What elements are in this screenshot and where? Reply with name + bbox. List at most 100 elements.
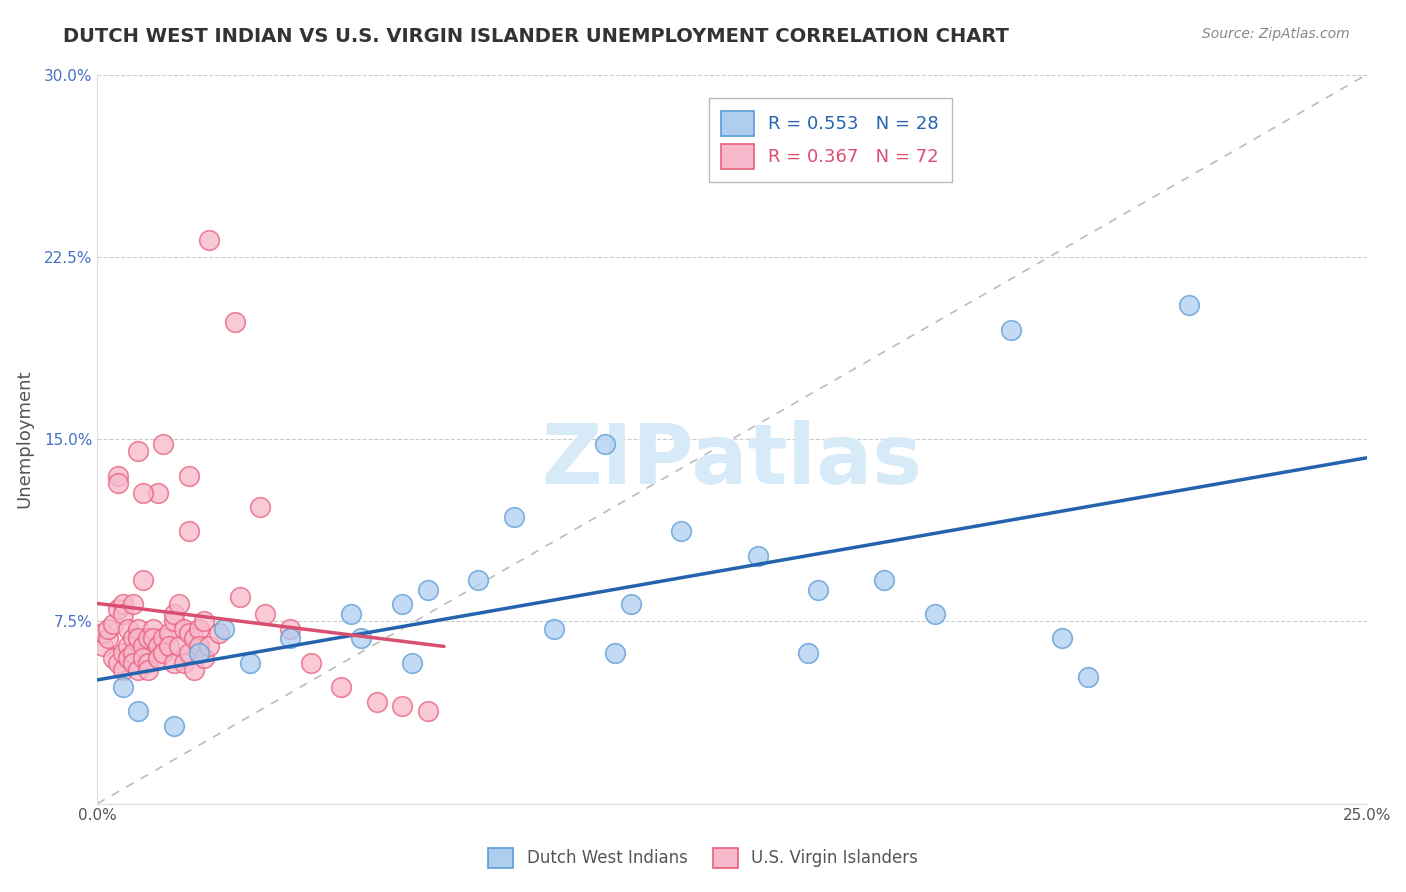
Point	[228, 590, 250, 604]
Point	[152, 646, 174, 660]
Point	[280, 632, 302, 646]
Point	[152, 632, 174, 646]
Point	[198, 233, 221, 247]
Point	[132, 650, 155, 665]
Point	[350, 632, 373, 646]
Point	[198, 639, 221, 653]
Point	[224, 315, 246, 329]
Point	[97, 622, 120, 636]
Point	[208, 626, 231, 640]
Point	[148, 650, 170, 665]
Text: DUTCH WEST INDIAN VS U.S. VIRGIN ISLANDER UNEMPLOYMENT CORRELATION CHART: DUTCH WEST INDIAN VS U.S. VIRGIN ISLANDE…	[63, 27, 1010, 45]
Point	[797, 646, 820, 660]
Point	[193, 650, 215, 665]
Point	[253, 607, 276, 621]
Point	[157, 626, 180, 640]
Point	[117, 639, 139, 653]
Point	[136, 656, 159, 670]
Point	[1000, 323, 1022, 337]
Point	[162, 719, 184, 733]
Point	[177, 646, 200, 660]
Point	[111, 607, 134, 621]
Point	[188, 622, 211, 636]
Point	[111, 646, 134, 660]
Point	[593, 437, 616, 451]
Text: Source: ZipAtlas.com: Source: ZipAtlas.com	[1202, 27, 1350, 41]
Point	[127, 444, 149, 458]
Point	[299, 656, 322, 670]
Point	[416, 582, 439, 597]
Point	[188, 646, 211, 660]
Point	[173, 622, 195, 636]
Point	[148, 485, 170, 500]
Point	[122, 656, 145, 670]
Point	[162, 615, 184, 629]
Point	[401, 656, 423, 670]
Point	[157, 639, 180, 653]
Point	[807, 582, 830, 597]
Point	[747, 549, 769, 563]
Point	[162, 607, 184, 621]
Point	[111, 680, 134, 694]
Point	[148, 639, 170, 653]
Point	[101, 616, 124, 631]
Point	[107, 475, 129, 490]
Point	[152, 437, 174, 451]
Point	[142, 622, 165, 636]
Point	[136, 632, 159, 646]
Point	[1077, 670, 1099, 684]
Point	[122, 598, 145, 612]
Point	[167, 639, 190, 653]
Point	[193, 615, 215, 629]
Legend: Dutch West Indians, U.S. Virgin Islanders: Dutch West Indians, U.S. Virgin Islander…	[482, 841, 924, 875]
Point	[127, 663, 149, 677]
Point	[188, 639, 211, 653]
Point	[366, 694, 388, 708]
Point	[620, 598, 643, 612]
Point	[122, 632, 145, 646]
Point	[107, 468, 129, 483]
Point	[117, 650, 139, 665]
Point	[132, 573, 155, 587]
Point	[136, 663, 159, 677]
Point	[280, 622, 302, 636]
Text: ZIPatlas: ZIPatlas	[541, 420, 922, 501]
Point	[122, 646, 145, 660]
Point	[605, 646, 627, 660]
Point	[173, 656, 195, 670]
Point	[924, 607, 946, 621]
Point	[132, 639, 155, 653]
Point	[249, 500, 271, 515]
Point	[167, 598, 190, 612]
Point	[214, 622, 236, 636]
Point	[183, 632, 205, 646]
Point	[183, 663, 205, 677]
Point	[543, 622, 565, 636]
Point	[142, 632, 165, 646]
Point	[177, 626, 200, 640]
Point	[97, 632, 120, 646]
Point	[107, 656, 129, 670]
Point	[117, 622, 139, 636]
Point	[127, 622, 149, 636]
Point	[467, 573, 489, 587]
Point	[330, 680, 353, 694]
Point	[340, 607, 363, 621]
Point	[239, 656, 262, 670]
Point	[111, 663, 134, 677]
Point	[162, 656, 184, 670]
Point	[91, 639, 114, 653]
Point	[671, 524, 693, 539]
Point	[177, 468, 200, 483]
Point	[1178, 298, 1201, 312]
Legend: R = 0.553   N = 28, R = 0.367   N = 72: R = 0.553 N = 28, R = 0.367 N = 72	[709, 98, 952, 182]
Point	[177, 524, 200, 539]
Point	[416, 704, 439, 718]
Point	[391, 598, 413, 612]
Point	[91, 626, 114, 640]
Point	[101, 650, 124, 665]
Y-axis label: Unemployment: Unemployment	[15, 370, 32, 508]
Point	[873, 573, 896, 587]
Point	[127, 632, 149, 646]
Point	[502, 509, 524, 524]
